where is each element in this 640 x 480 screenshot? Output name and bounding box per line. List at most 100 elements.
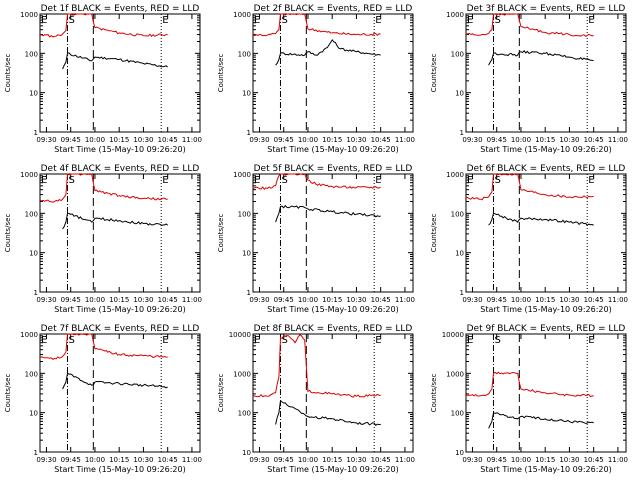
panel-title: Det 1f BLACK = Events, RED = LLD (41, 4, 200, 14)
event-marker-label: S (494, 175, 500, 186)
chart-panel-1: Det 1f BLACK = Events, RED = LLD 1 10 100 10… (4, 4, 202, 154)
x-axis-label: Start Time (15-May-10 09:26:20) (480, 305, 611, 314)
x-tick-label: 11:00 (608, 456, 628, 464)
x-tick-label: 09:45 (487, 136, 507, 144)
series-line-events (62, 52, 168, 70)
plot-frame (39, 333, 201, 453)
x-tick-label: 10:15 (322, 296, 342, 304)
x-tick-label: 09:45 (274, 456, 294, 464)
x-tick-label: 09:45 (61, 296, 81, 304)
panel-title: Det 8f BLACK = Events, RED = LLD (254, 324, 413, 334)
chart-panel-4: Det 4f BLACK = Events, RED = LLD 1 10 100 10… (4, 164, 202, 314)
event-marker-label: S (281, 15, 287, 26)
plot-frame (39, 173, 201, 293)
event-marker-label: E (41, 335, 47, 346)
series-line-lld (39, 13, 168, 38)
x-tick-label: 10:00 (85, 296, 105, 304)
panel-title: Det 9f BLACK = Events, RED = LLD (467, 324, 626, 334)
event-marker-label: E (254, 15, 260, 26)
x-tick-label: 11:00 (608, 296, 628, 304)
x-tick-label: 10:15 (109, 296, 129, 304)
x-tick-label: 10:45 (371, 456, 391, 464)
x-tick-label: 09:45 (487, 456, 507, 464)
event-marker-label: S (494, 15, 500, 26)
x-tick-label: 09:30 (462, 456, 482, 464)
y-tick-label: 1000 (446, 11, 464, 19)
event-marker-label: E (588, 175, 594, 186)
plot-frame (252, 173, 414, 293)
y-tick-label: 100 (451, 50, 464, 58)
y-tick-label: 10 (455, 449, 464, 457)
x-tick-label: 11:00 (182, 456, 202, 464)
y-axis-label: Counts/sec (4, 54, 12, 93)
plot-frame (465, 333, 627, 453)
x-tick-label: 10:30 (346, 296, 366, 304)
series-line-events (275, 399, 381, 426)
y-tick-label: 1 (247, 129, 251, 137)
x-tick-label: 10:45 (158, 456, 178, 464)
x-tick-label: 10:00 (298, 456, 318, 464)
y-tick-label: 1000 (446, 370, 464, 378)
plot-frame (465, 173, 627, 293)
x-tick-label: 09:30 (36, 296, 56, 304)
x-tick-label: 10:30 (346, 456, 366, 464)
x-tick-label: 09:45 (61, 136, 81, 144)
x-tick-label: 09:30 (249, 456, 269, 464)
x-tick-label: 10:45 (371, 296, 391, 304)
event-marker-label: E (375, 15, 381, 26)
panel-title: Det 6f BLACK = Events, RED = LLD (467, 164, 626, 174)
chart-panel-6: Det 6f BLACK = Events, RED = LLD 1 10 100 10… (430, 164, 628, 314)
series-line-lld (465, 13, 594, 38)
series-line-lld (252, 13, 381, 37)
event-marker-label: S (281, 175, 287, 186)
x-tick-label: 10:00 (85, 136, 105, 144)
x-tick-label: 09:30 (36, 456, 56, 464)
y-axis-label: Counts/sec (430, 54, 438, 93)
y-tick-label: 100 (238, 210, 251, 218)
series-line-events (275, 204, 381, 223)
x-tick-label: 10:15 (535, 136, 555, 144)
x-axis-label: Start Time (15-May-10 09:26:20) (54, 465, 185, 474)
y-tick-label: 1000 (20, 11, 38, 19)
panel-title: Det 7f BLACK = Events, RED = LLD (41, 324, 200, 334)
x-axis-label: Start Time (15-May-10 09:26:20) (267, 145, 398, 154)
y-axis-label: Counts/sec (4, 214, 12, 253)
y-tick-label: 1 (34, 289, 38, 297)
x-tick-label: 10:00 (298, 136, 318, 144)
event-marker-label: E (588, 15, 594, 26)
x-tick-label: 10:00 (85, 456, 105, 464)
y-tick-label: 10 (29, 410, 38, 418)
x-tick-label: 10:30 (133, 296, 153, 304)
x-tick-label: 11:00 (608, 136, 628, 144)
event-marker-label: E (162, 175, 168, 186)
event-marker-label: E (375, 335, 381, 346)
y-tick-label: 100 (25, 210, 38, 218)
x-tick-label: 10:00 (511, 296, 531, 304)
plot-frame (39, 13, 201, 133)
x-tick-label: 11:00 (182, 296, 202, 304)
series-line-lld (252, 173, 381, 191)
event-marker-label: E (162, 15, 168, 26)
event-marker-label: E (467, 15, 473, 26)
y-axis-label: Counts/sec (430, 374, 438, 413)
y-tick-label: 100 (451, 210, 464, 218)
x-tick-label: 09:30 (249, 296, 269, 304)
x-axis-label: Start Time (15-May-10 09:26:20) (480, 465, 611, 474)
series-line-lld (252, 334, 381, 398)
x-axis-label: Start Time (15-May-10 09:26:20) (267, 465, 398, 474)
y-tick-label: 1 (247, 289, 251, 297)
event-marker-label: E (254, 335, 260, 346)
x-axis-label: Start Time (15-May-10 09:26:20) (54, 145, 185, 154)
event-marker-label: E (588, 335, 594, 346)
series-line-events (62, 212, 168, 230)
x-tick-label: 10:30 (559, 296, 579, 304)
x-tick-label: 11:00 (182, 136, 202, 144)
y-axis-label: Counts/sec (4, 374, 12, 413)
y-tick-label: 1 (460, 129, 464, 137)
panel-title: Det 2f BLACK = Events, RED = LLD (254, 4, 413, 14)
y-axis-label: Counts/sec (217, 374, 225, 413)
x-tick-label: 09:30 (36, 136, 56, 144)
x-tick-label: 11:00 (395, 136, 415, 144)
series-line-lld (39, 173, 168, 203)
